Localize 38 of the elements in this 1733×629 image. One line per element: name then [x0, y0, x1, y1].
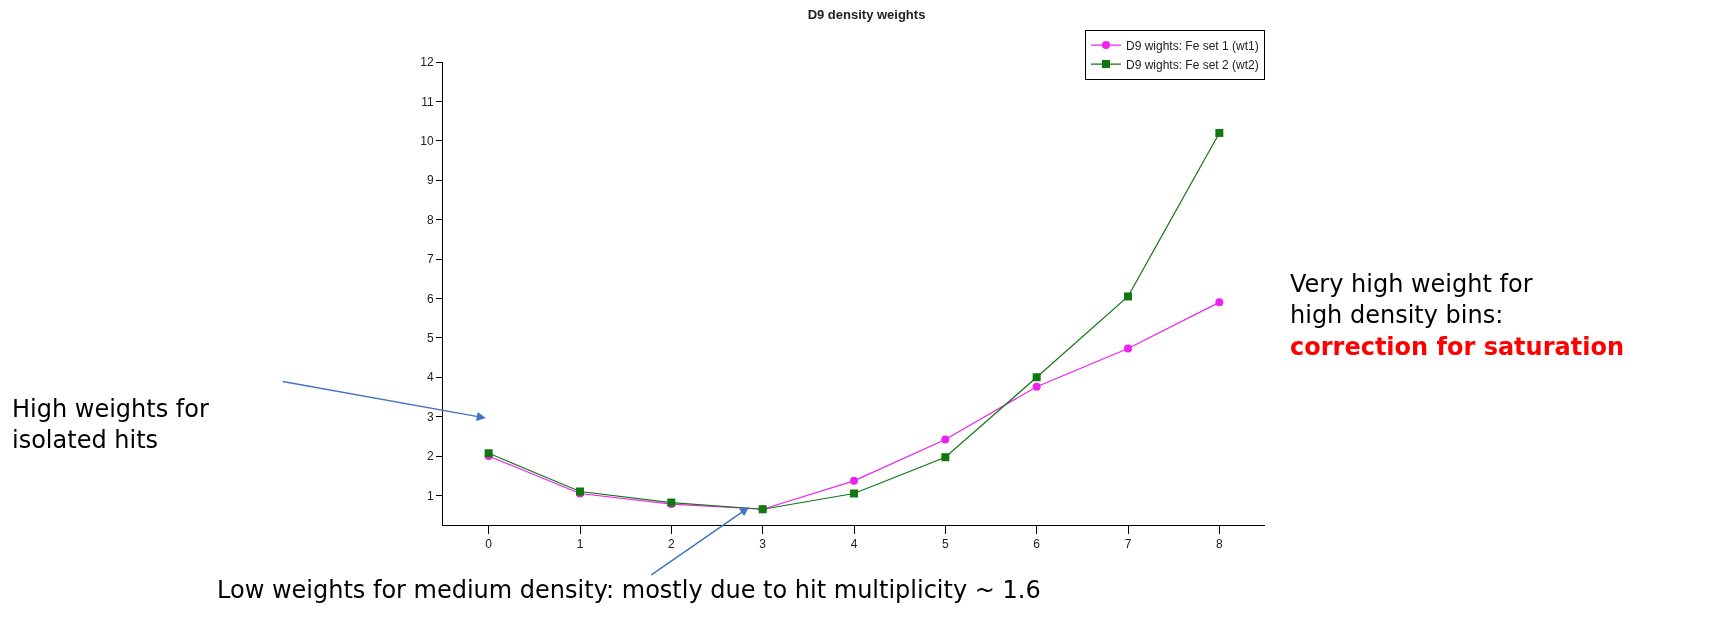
annotation: Low weights for medium density: mostly due to hit multiplicity ~ 1.6: [217, 576, 1041, 604]
x-tick-label: 2: [667, 537, 675, 552]
x-tick-label: 3: [759, 537, 767, 552]
point: [1124, 344, 1132, 353]
y-tick-label: 4: [426, 370, 434, 385]
legend-label: D9 wights: Fe set 1 (wt1): [1126, 38, 1259, 53]
point: [1215, 128, 1224, 137]
point: [1032, 382, 1041, 391]
point: [850, 476, 858, 485]
y-tick-label: 12: [420, 55, 434, 70]
y-tick-label: 11: [421, 94, 434, 109]
text: High weights for isolated hits: [12, 395, 209, 455]
point: [941, 453, 950, 462]
y-tick-label: 2: [426, 449, 434, 464]
y-tick-label: 1: [426, 488, 434, 503]
text: Very high weight for high density bins:: [1290, 270, 1533, 330]
x-tick-label: 5: [941, 537, 949, 552]
point: [1215, 298, 1224, 307]
x-tick-label: 7: [1124, 537, 1132, 552]
x-tick-label: 0: [485, 537, 493, 552]
x-tick-label: 6: [1033, 537, 1041, 552]
chart-title: D9 density weights: [807, 6, 926, 22]
legend-label: D9 wights: Fe set 2 (wt2): [1126, 57, 1259, 72]
point: [1124, 292, 1132, 301]
x-tick-label: 1: [576, 537, 584, 552]
y-tick-label: 6: [426, 291, 434, 306]
y-tick-label: 8: [426, 212, 434, 227]
y-tick-label: 7: [426, 252, 434, 267]
point: [941, 435, 950, 444]
y-tick-label: 5: [426, 331, 434, 346]
point: [1032, 373, 1041, 382]
x-tick-label: 8: [1215, 537, 1223, 552]
y-tick-label: 3: [426, 409, 434, 424]
point: [850, 489, 858, 498]
x-tick-label: 4: [850, 537, 858, 552]
text: correction for saturation: [1290, 333, 1624, 361]
y-tick-label: 10: [420, 134, 434, 149]
y-tick-label: 9: [426, 173, 434, 188]
